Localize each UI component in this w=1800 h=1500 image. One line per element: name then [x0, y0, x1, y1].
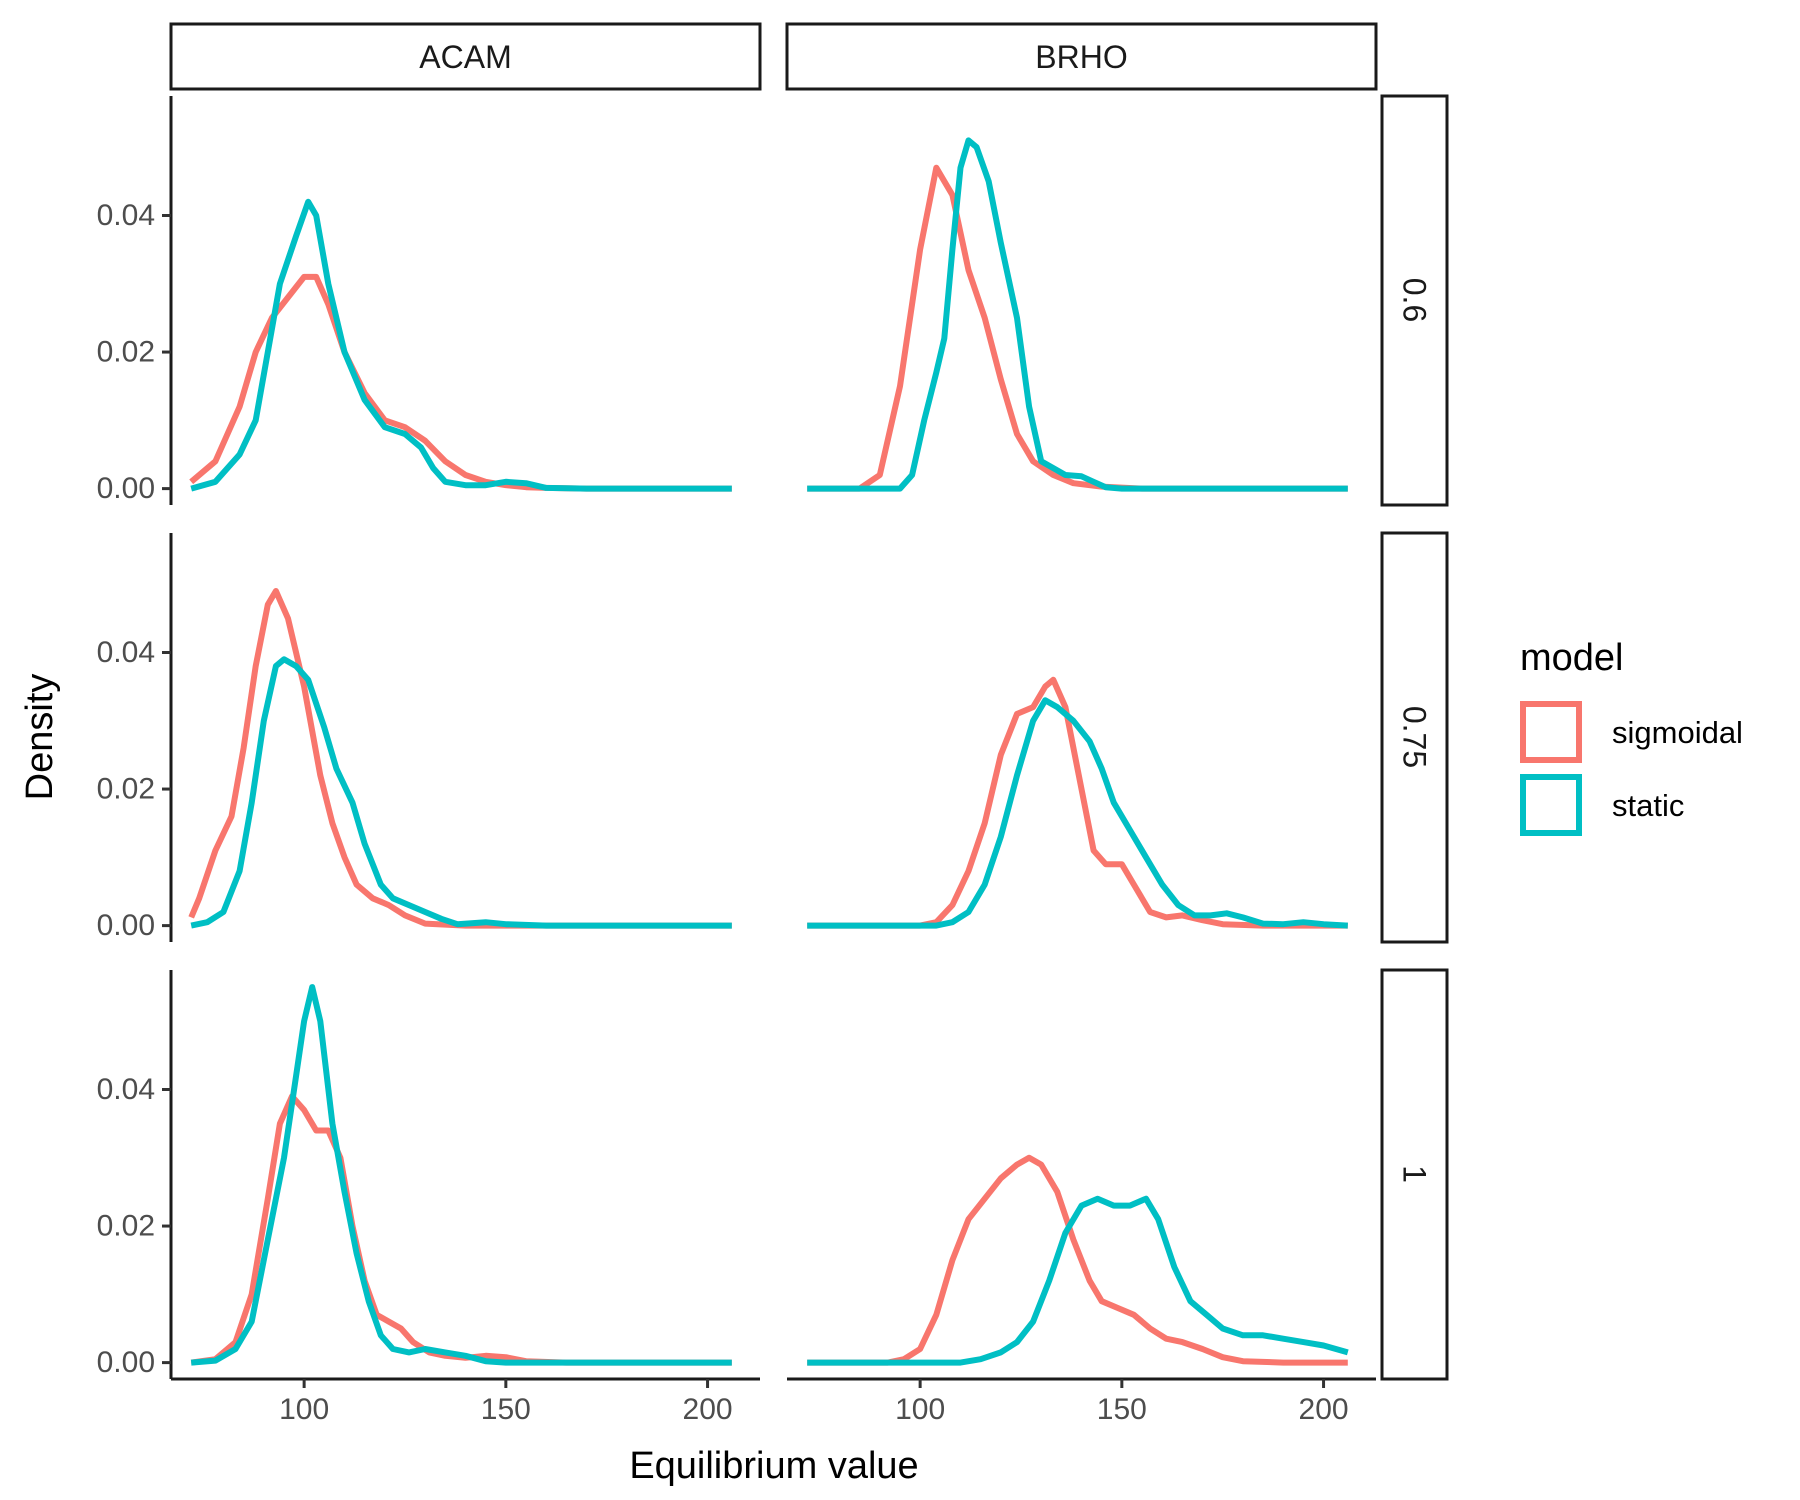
y-tick-label: 0.02: [97, 336, 155, 369]
x-tick-label: 200: [1299, 1393, 1349, 1426]
panel-acam-0-75: 0.00 0.02 0.04: [97, 533, 732, 942]
row-strip-0-6: 0.6: [1380, 94, 1449, 507]
density-line-sigmoidal: [807, 164, 1348, 492]
panel-acam-0-6: 0.00 0.02 0.04: [97, 96, 732, 505]
density-line-static: [807, 137, 1348, 492]
y-tick-label: 0.02: [97, 1210, 155, 1243]
x-tick-label: 150: [481, 1393, 531, 1426]
x-tick-label: 100: [279, 1393, 329, 1426]
density-line-sigmoidal: [807, 1154, 1348, 1366]
legend-title: model: [1520, 637, 1624, 679]
density-line-static: [807, 697, 1348, 929]
density-line-static: [190, 198, 732, 492]
legend: model sigmoidal static: [1520, 637, 1743, 836]
legend-key-sigmoidal: [1520, 701, 1582, 763]
column-strip-brho: BRHO: [785, 22, 1378, 91]
y-tick-label: 0.04: [97, 1073, 155, 1106]
y-axis-title: Density: [19, 674, 61, 801]
density-line-sigmoidal: [189, 273, 732, 492]
y-tick-label: 0.04: [97, 199, 155, 232]
density-line-static: [190, 656, 732, 929]
row-strip-label: 0.75: [1397, 706, 1433, 768]
density-line-sigmoidal: [807, 676, 1348, 929]
legend-label-sigmoidal: sigmoidal: [1612, 715, 1743, 750]
panel-brho-1: 100 150 200: [787, 1154, 1376, 1426]
row-strip-label: 1: [1397, 1165, 1433, 1183]
y-tick-label: 0.00: [97, 472, 155, 505]
density-line-static: [190, 984, 732, 1366]
x-tick-label: 100: [895, 1393, 945, 1426]
column-strip-label: BRHO: [1035, 39, 1127, 75]
x-axis-title: Equilibrium value: [629, 1445, 918, 1487]
y-tick-label: 0.04: [97, 636, 155, 669]
row-strip-1: 1: [1380, 968, 1449, 1381]
density-line-static: [807, 1195, 1349, 1366]
panel-acam-1: 0.00 0.02 0.04 100 150 200: [97, 970, 760, 1426]
row-strip-0-75: 0.75: [1380, 531, 1449, 944]
x-tick-label: 200: [683, 1393, 733, 1426]
y-tick-label: 0.00: [97, 1346, 155, 1379]
x-tick-label: 150: [1097, 1393, 1147, 1426]
panel-brho-0-75: [807, 676, 1348, 929]
row-strip-label: 0.6: [1397, 278, 1433, 322]
column-strip-acam: ACAM: [169, 22, 762, 91]
legend-key-static: [1520, 774, 1582, 836]
density-line-sigmoidal: [188, 588, 732, 929]
legend-label-static: static: [1612, 788, 1684, 823]
y-tick-label: 0.02: [97, 773, 155, 806]
column-strip-label: ACAM: [419, 39, 511, 75]
y-tick-label: 0.00: [97, 909, 155, 942]
panel-brho-0-6: [807, 137, 1348, 492]
